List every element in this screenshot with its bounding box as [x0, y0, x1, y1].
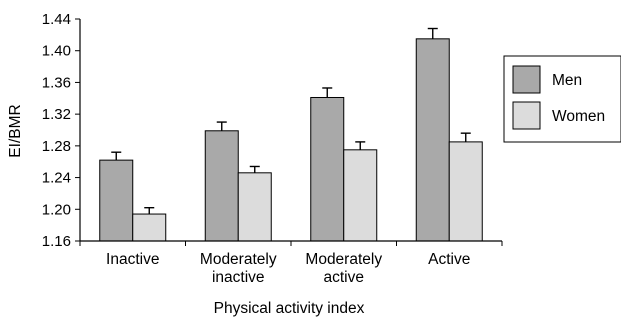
- x-tick-label: Moderately inactive: [200, 251, 277, 286]
- legend-label-women: Women: [552, 108, 605, 125]
- bar-women-3: [448, 141, 483, 242]
- y-tick-label: 1.32: [42, 106, 71, 123]
- y-tick-label: 1.44: [42, 11, 71, 28]
- y-tick-label: 1.40: [42, 43, 71, 60]
- bar-women-1: [237, 172, 272, 242]
- x-tick-label: Moderately active: [305, 251, 382, 286]
- y-axis-title: EI/BMR: [7, 104, 24, 157]
- bar-men-2: [310, 96, 345, 242]
- bar-men-0: [99, 159, 134, 242]
- y-tick-label: 1.20: [42, 201, 71, 218]
- y-tick-label: 1.16: [42, 233, 71, 250]
- y-tick-label: 1.28: [42, 138, 71, 155]
- x-axis-title: Physical activity index: [214, 300, 365, 317]
- legend-swatch-women: [512, 101, 541, 130]
- bar-men-3: [415, 38, 450, 242]
- legend-label-men: Men: [552, 72, 582, 89]
- legend-swatch-men: [512, 65, 541, 94]
- x-tick-label: Active: [428, 251, 470, 268]
- bar-women-2: [343, 149, 378, 242]
- svg-text:EI/BMR: EI/BMR: [7, 104, 24, 157]
- bar-men-1: [204, 130, 239, 242]
- bar-women-0: [132, 213, 167, 242]
- x-tick-label: Inactive: [106, 251, 159, 268]
- axes: 1.16 1.20 1.24 1.28 1.32 1.36 1.40 1.44 Inactive…: [42, 11, 503, 286]
- plot-area: [99, 27, 483, 242]
- y-tick-label: 1.36: [42, 74, 71, 91]
- legend: Men Women: [503, 55, 621, 143]
- y-tick-label: 1.24: [42, 170, 71, 187]
